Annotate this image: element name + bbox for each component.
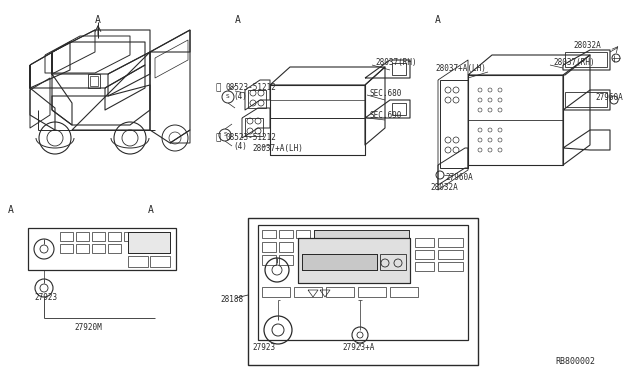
Bar	[326, 287, 354, 297]
Text: 28032A: 28032A	[573, 41, 601, 49]
Bar	[296, 230, 310, 238]
Bar	[279, 242, 293, 252]
Bar	[279, 255, 293, 265]
Bar	[565, 52, 607, 67]
Bar	[270, 85, 365, 155]
Bar	[262, 255, 276, 265]
Bar	[415, 238, 434, 247]
Text: S: S	[223, 132, 227, 138]
Text: (4): (4)	[233, 92, 247, 100]
Bar	[92, 232, 105, 241]
Bar	[245, 118, 263, 136]
Bar	[262, 287, 290, 297]
Bar	[302, 254, 377, 270]
Bar	[314, 230, 409, 238]
Text: 27923+A: 27923+A	[342, 343, 374, 353]
Text: 28037(RH): 28037(RH)	[553, 58, 595, 67]
Bar	[270, 118, 365, 155]
Bar	[392, 63, 406, 75]
Bar	[248, 90, 266, 108]
Text: 28032A: 28032A	[430, 183, 458, 192]
Text: A: A	[8, 205, 14, 215]
Text: Ⓢ: Ⓢ	[215, 83, 220, 93]
Bar	[248, 218, 478, 365]
Bar	[298, 238, 410, 283]
Bar	[262, 242, 276, 252]
Bar	[128, 232, 170, 253]
Bar	[124, 232, 137, 241]
Bar	[438, 250, 463, 259]
Text: SEC.680: SEC.680	[370, 89, 403, 97]
Bar	[438, 262, 463, 271]
Bar	[90, 76, 98, 86]
Bar	[314, 230, 409, 238]
Text: 28037+A(LH): 28037+A(LH)	[435, 64, 486, 73]
Bar	[279, 230, 293, 238]
Bar	[415, 262, 434, 271]
Bar	[108, 232, 121, 241]
Text: Ⓢ: Ⓢ	[215, 134, 220, 142]
Bar	[108, 244, 121, 253]
Bar	[565, 92, 607, 107]
Text: A: A	[235, 15, 241, 25]
Bar	[270, 85, 365, 118]
Bar	[392, 103, 406, 115]
Bar	[92, 244, 105, 253]
Bar	[60, 244, 73, 253]
Bar	[390, 287, 418, 297]
Text: RB800002: RB800002	[555, 357, 595, 366]
Text: 28037+A(LH): 28037+A(LH)	[252, 144, 303, 153]
Bar	[150, 256, 170, 267]
Text: A: A	[435, 15, 441, 25]
Bar	[468, 75, 563, 165]
Bar	[60, 232, 73, 241]
Text: S: S	[226, 94, 230, 99]
Text: 08523-51212: 08523-51212	[225, 83, 276, 93]
Bar	[28, 228, 176, 270]
Text: 27920M: 27920M	[74, 324, 102, 333]
Bar	[76, 232, 89, 241]
Text: 28188: 28188	[220, 295, 243, 305]
Text: 27960A: 27960A	[445, 173, 473, 183]
Text: (4): (4)	[233, 141, 247, 151]
Bar	[76, 244, 89, 253]
Bar	[438, 238, 463, 247]
Text: 27960A: 27960A	[595, 93, 623, 103]
Bar	[298, 238, 410, 283]
Bar	[358, 287, 386, 297]
Text: SEC.690: SEC.690	[370, 110, 403, 119]
Text: 28037(RH): 28037(RH)	[375, 58, 417, 67]
Bar	[440, 80, 468, 168]
Bar	[128, 232, 170, 253]
Bar	[128, 256, 148, 267]
Text: A: A	[148, 205, 154, 215]
Text: 08523-51212: 08523-51212	[225, 134, 276, 142]
Bar	[294, 287, 322, 297]
Text: 27923: 27923	[252, 343, 275, 353]
Bar	[302, 254, 377, 270]
Bar	[258, 225, 468, 340]
Bar	[262, 230, 276, 238]
Bar	[88, 74, 100, 88]
Bar	[415, 250, 434, 259]
Text: A: A	[95, 15, 101, 25]
Bar	[380, 254, 406, 270]
Text: 27923: 27923	[34, 294, 57, 302]
